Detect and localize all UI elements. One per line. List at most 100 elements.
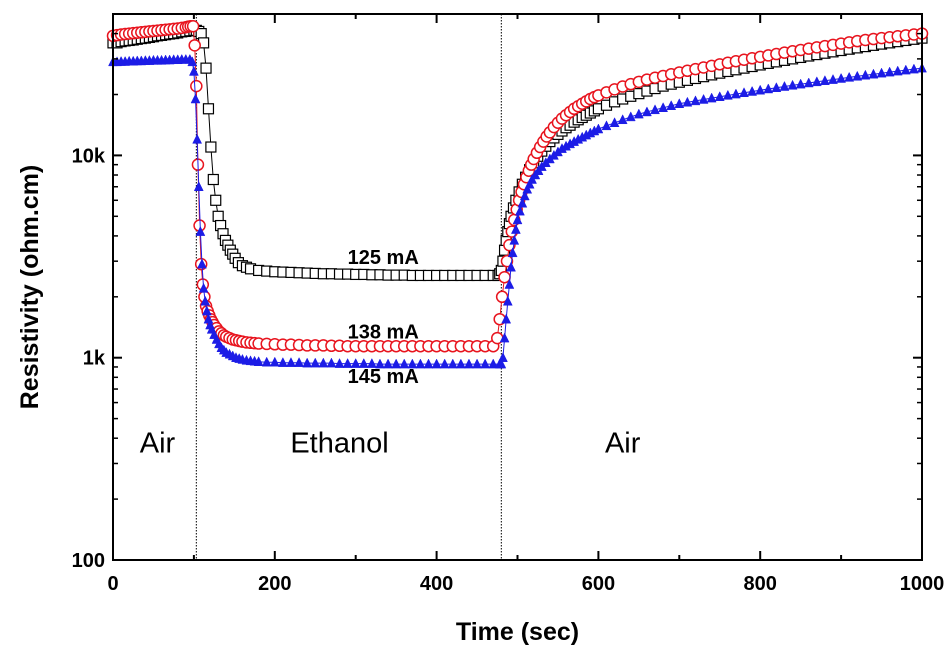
data-point-triangle [803,77,814,88]
data-point-triangle [512,214,523,225]
data-point-triangle [302,357,313,368]
data-point-triangle [383,358,393,369]
x-tick-label: 600 [582,573,615,595]
data-point-square [205,141,217,153]
data-point-triangle [868,68,879,79]
data-point-triangle [192,133,203,144]
data-point-triangle [617,114,628,125]
data-point-triangle [187,56,198,67]
data-point-triangle [519,190,530,201]
data-point-triangle [690,95,701,106]
data-point-triangle [698,93,709,104]
data-point-triangle [472,358,482,369]
data-point-triangle [524,178,535,189]
data-point-triangle [771,82,782,92]
data-point-triangle [358,358,369,368]
axis-tick-labels: 0 200 400 600 800 1000 100 1k 10k [72,145,945,595]
data-point-triangle [828,74,838,84]
data-point-triangle [506,261,516,272]
data-point-triangle [515,205,525,216]
series-line [113,29,923,276]
plot-content [106,14,929,560]
data-point-triangle [909,63,919,74]
annotations: 125 mA 138 mA 145 mA Air Ethanol Air [140,247,641,460]
data-point-triangle [795,78,806,89]
data-point-triangle [366,358,377,368]
data-point-triangle [350,358,361,368]
data-point-triangle [286,357,296,367]
data-point-triangle [423,358,434,369]
data-point-triangle [502,295,513,306]
x-tick-label: 400 [420,573,453,595]
data-point-square [200,62,212,74]
data-point-triangle [200,295,211,306]
data-point-triangle [334,358,345,368]
data-point-triangle [666,100,677,110]
data-point-triangle [714,91,725,101]
data-point-circle [190,79,203,93]
data-point-square [207,173,219,186]
data-point-triangle [517,197,528,208]
data-point-triangle [820,75,830,85]
series-circle [106,19,929,353]
data-point-triangle [447,358,458,369]
data-point-square [212,210,224,222]
data-point-triangle [190,93,201,104]
data-point-triangle [498,352,508,362]
data-point-triangle [253,356,264,366]
data-point-triangle [509,234,520,245]
data-point-triangle [763,83,774,94]
data-point-triangle [609,117,620,128]
data-point-triangle [852,70,863,81]
data-point-triangle [836,72,847,83]
data-point-triangle [658,102,669,113]
data-point-triangle [892,65,903,76]
data-point-triangle [198,282,209,293]
x-tick-label: 0 [107,573,118,595]
data-point-triangle [510,223,521,234]
series-label: 145 mA [348,366,419,388]
region-label: Air [140,428,176,460]
x-tick-label: 200 [258,573,291,595]
data-point-triangle [488,358,499,369]
y-tick-label: 1k [83,348,106,370]
data-point-triangle [884,66,895,77]
data-point-triangle [504,278,515,289]
data-point-square [202,103,215,115]
data-point-circle [500,254,514,268]
data-point-triangle [439,358,450,369]
data-point-triangle [860,69,871,80]
data-point-triangle [197,258,207,269]
data-point-triangle [480,358,491,369]
data-point-triangle [269,356,280,367]
data-point-triangle [642,106,652,117]
data-point-triangle [375,358,385,369]
data-point-triangle [601,120,612,131]
data-point-triangle [318,357,329,368]
data-point-triangle [811,76,822,87]
data-point-triangle [391,358,402,369]
data-point-triangle [342,358,353,368]
data-point-triangle [674,98,685,109]
data-point-circle [188,39,201,52]
data-point-triangle [625,111,636,122]
plot-frame [112,13,923,561]
data-point-triangle [399,358,410,369]
data-point-triangle [496,358,507,369]
data-point-triangle [747,85,758,96]
x-tick-label: 1000 [900,573,945,595]
data-point-triangle [706,92,717,103]
y-tick-label: 100 [72,550,105,572]
data-point-triangle [188,65,199,76]
data-point-triangle [310,357,321,368]
data-point-triangle [593,123,604,134]
data-point-triangle [294,357,304,367]
data-point-triangle [844,71,855,82]
series-triangle [108,53,927,369]
data-point-triangle [407,358,418,369]
data-point-circle [186,19,200,33]
series-label: 138 mA [348,321,419,343]
region-label: Air [605,428,641,460]
data-point-triangle [739,87,749,98]
data-point-triangle [193,181,204,191]
